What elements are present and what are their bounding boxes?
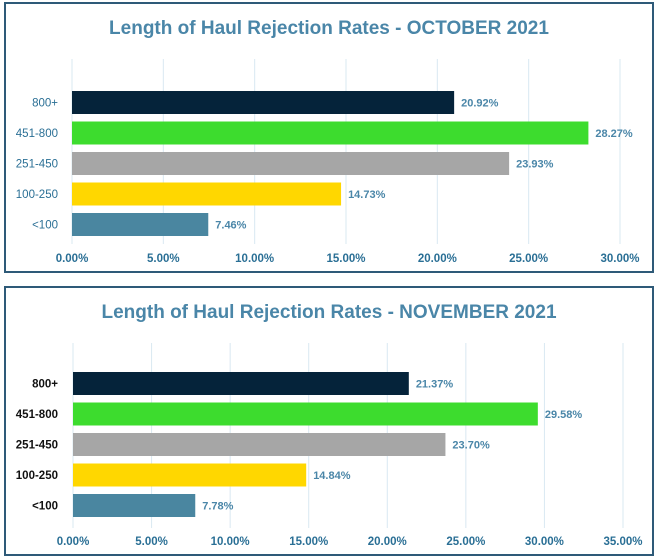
- category-label: 100-250: [16, 189, 58, 201]
- category-label: 451-800: [16, 409, 58, 421]
- chart-title: Length of Haul Rejection Rates - OCTOBER…: [109, 18, 549, 39]
- x-tick-label: 25.00%: [509, 253, 548, 265]
- bar: [72, 213, 209, 236]
- bar: [72, 91, 455, 114]
- bar: [73, 494, 196, 517]
- category-label: <100: [32, 501, 58, 513]
- x-tick-label: 30.00%: [600, 253, 639, 265]
- x-tick-label: 35.00%: [603, 536, 642, 548]
- bar: [72, 182, 342, 206]
- october-chart: Length of Haul Rejection Rates - OCTOBER…: [16, 18, 640, 265]
- november-chart-panel: Length of Haul Rejection Rates - NOVEMBE…: [4, 286, 654, 556]
- x-tick-label: 30.00%: [525, 536, 564, 548]
- x-tick-label: 5.00%: [147, 253, 180, 265]
- data-label: 20.92%: [461, 98, 499, 110]
- chart-title: Length of Haul Rejection Rates - NOVEMBE…: [101, 302, 556, 323]
- data-label: 14.73%: [348, 189, 386, 201]
- category-label: 251-450: [16, 159, 58, 171]
- x-tick-label: 15.00%: [289, 536, 328, 548]
- data-label: 14.84%: [313, 470, 351, 482]
- x-tick-label: 10.00%: [211, 536, 250, 548]
- x-tick-label: 10.00%: [235, 253, 274, 265]
- data-label: 23.93%: [516, 159, 554, 171]
- x-tick-label: 20.00%: [418, 253, 457, 265]
- data-label: 28.27%: [595, 128, 633, 140]
- x-tick-label: 15.00%: [326, 253, 365, 265]
- x-tick-label: 25.00%: [446, 536, 485, 548]
- category-label: <100: [32, 220, 58, 232]
- category-label: 451-800: [16, 128, 58, 140]
- x-tick-label: 0.00%: [56, 253, 89, 265]
- data-label: 21.37%: [416, 379, 454, 391]
- bar: [73, 463, 307, 487]
- october-chart-panel: Length of Haul Rejection Rates - OCTOBER…: [4, 2, 654, 273]
- data-label: 7.46%: [215, 220, 246, 232]
- category-label: 251-450: [16, 440, 58, 452]
- category-label: 100-250: [16, 470, 58, 482]
- category-label: 800+: [32, 98, 58, 110]
- bar: [73, 372, 409, 395]
- x-tick-label: 20.00%: [368, 536, 407, 548]
- bar: [73, 402, 538, 426]
- bar: [72, 121, 589, 145]
- data-label: 7.78%: [202, 501, 233, 513]
- x-tick-label: 5.00%: [135, 536, 168, 548]
- x-tick-label: 0.00%: [57, 536, 90, 548]
- category-label: 800+: [32, 379, 58, 391]
- data-label: 29.58%: [545, 409, 583, 421]
- november-chart: Length of Haul Rejection Rates - NOVEMBE…: [16, 302, 643, 548]
- data-label: 23.70%: [452, 440, 490, 452]
- bar: [72, 152, 510, 175]
- bar: [73, 433, 446, 456]
